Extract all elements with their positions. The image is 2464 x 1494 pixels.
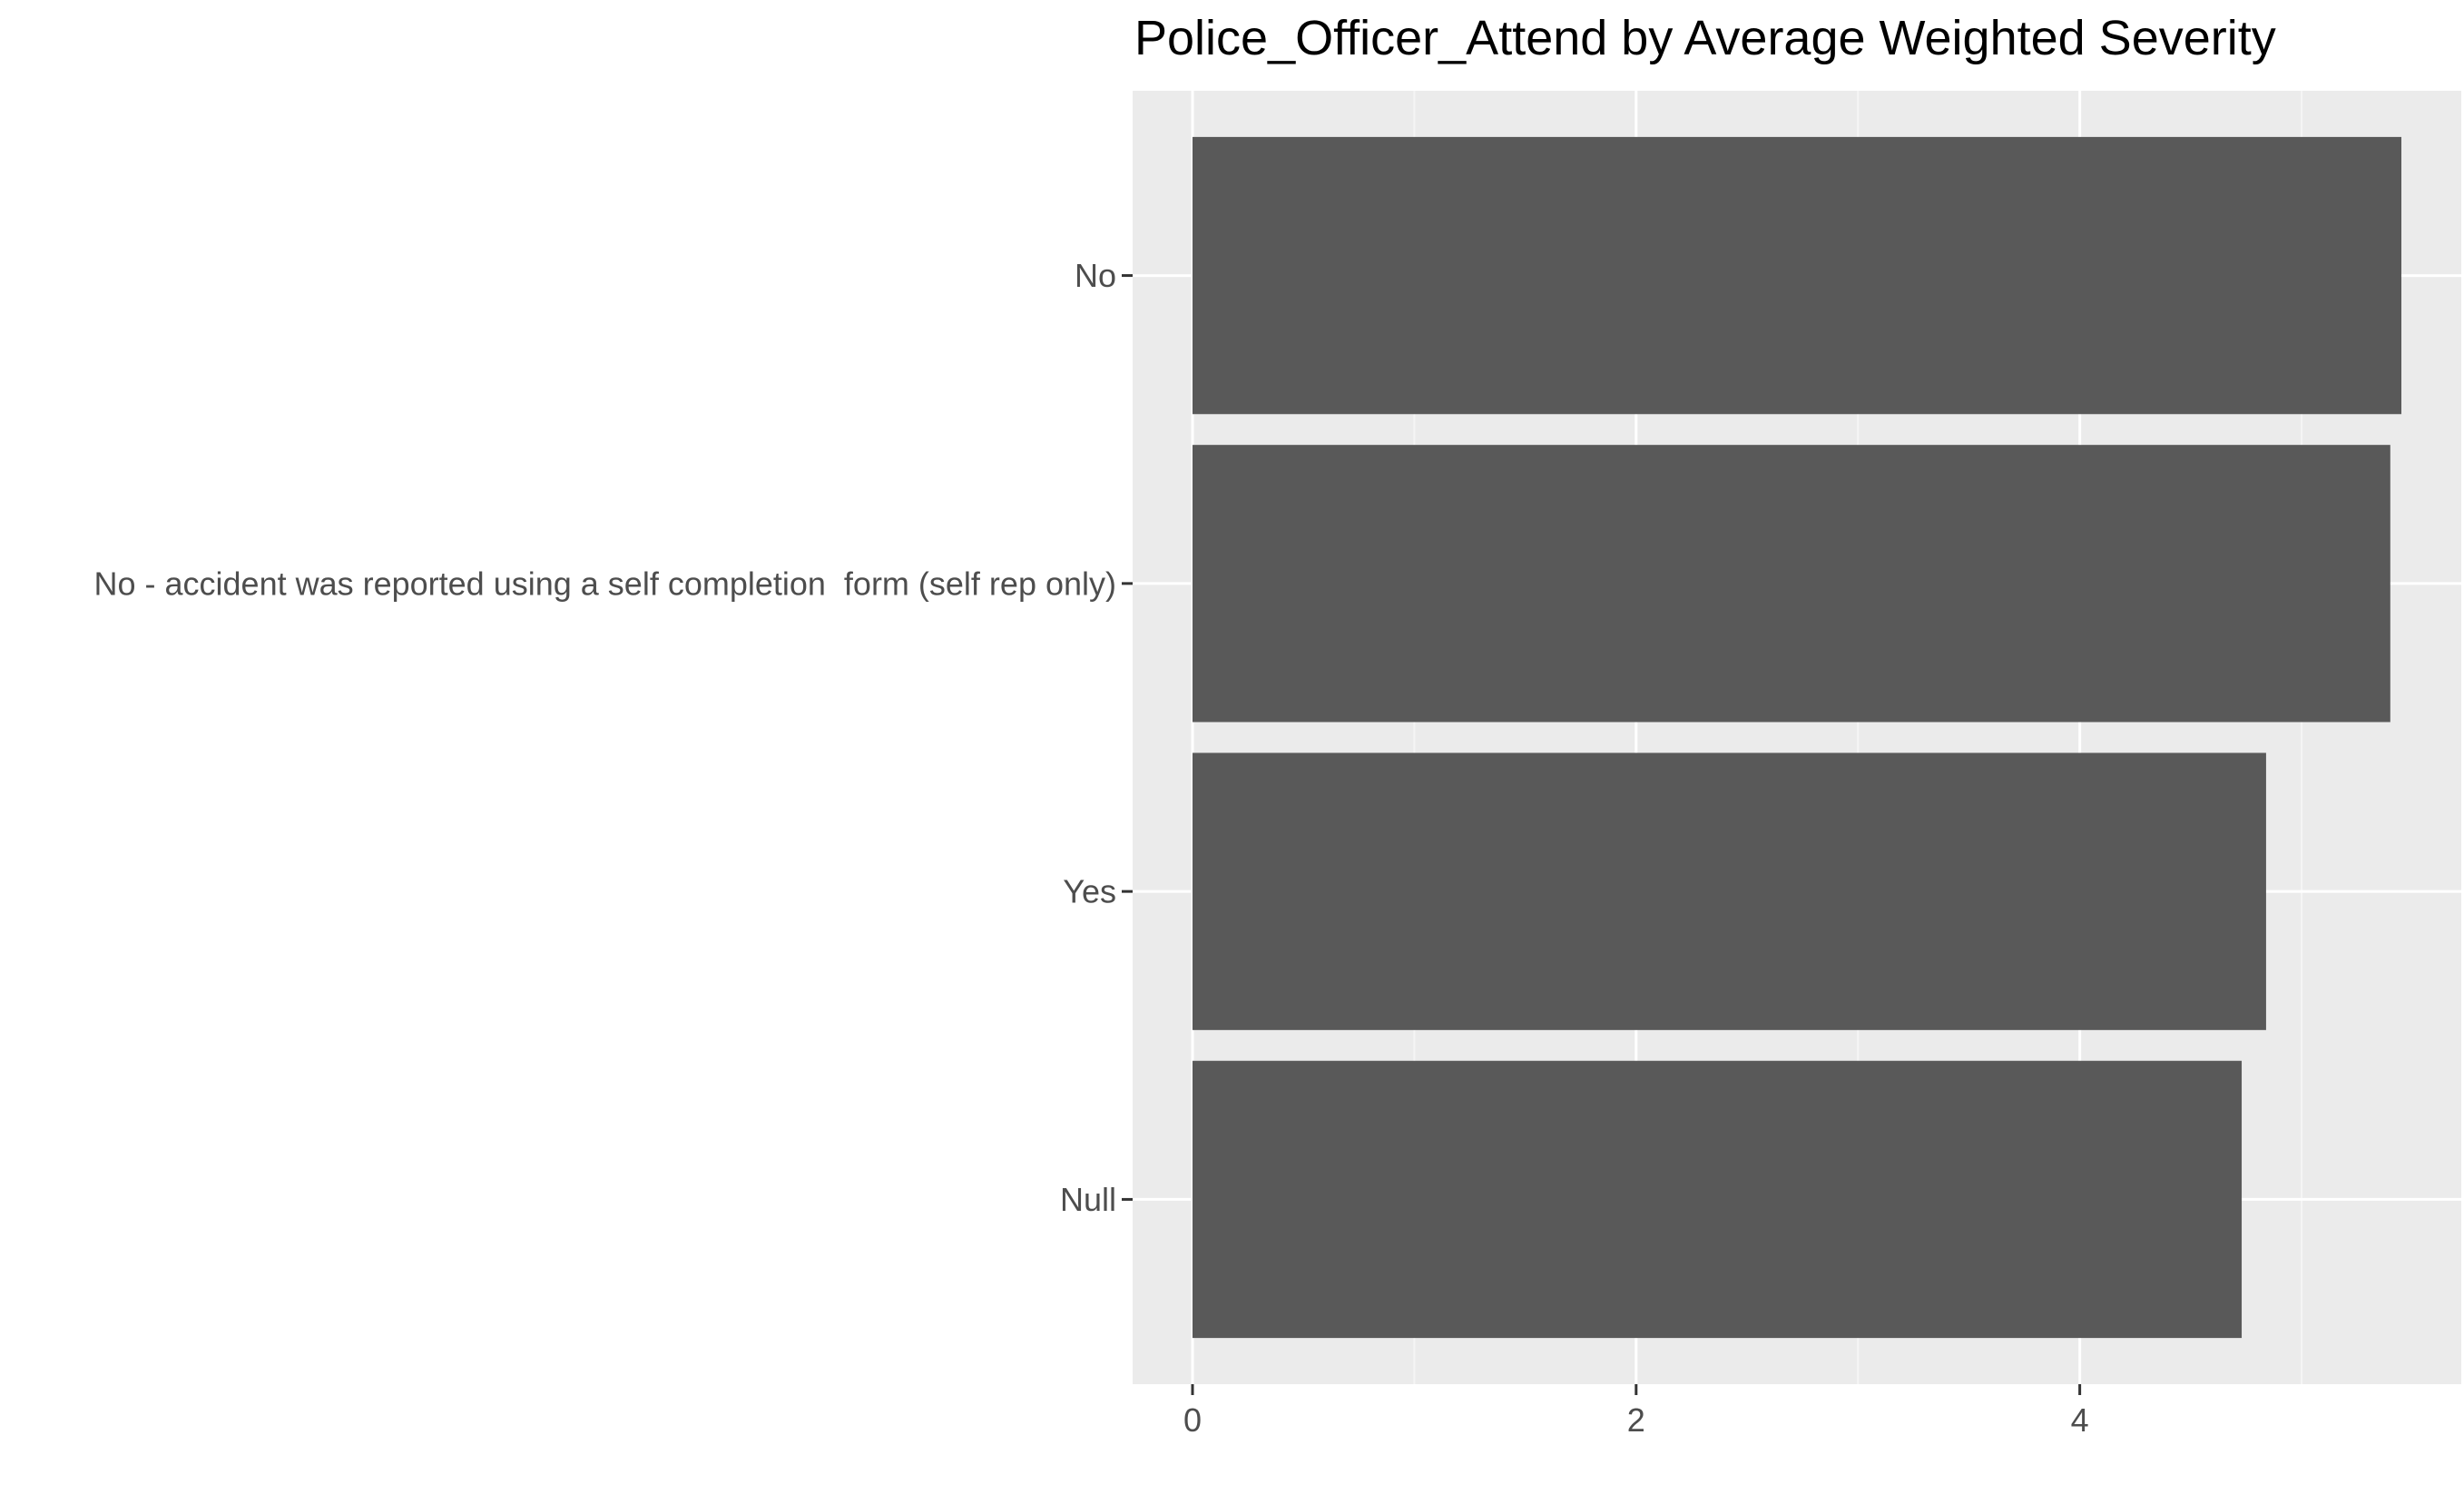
x-tick-label: 2 [1627, 1401, 1645, 1439]
y-axis: No No - accident was reported using a sel… [94, 257, 1133, 1218]
x-tick-label: 4 [2071, 1401, 2089, 1439]
bar [1192, 136, 2402, 415]
category-label: No [1075, 257, 1116, 294]
bar [1192, 445, 2390, 722]
x-tick-label: 0 [1183, 1401, 1202, 1439]
x-axis: 0 2 4 [1183, 1384, 2089, 1439]
category-label: Yes [1063, 873, 1116, 910]
bar [1192, 752, 2266, 1030]
category-label: No - accident was reported using a self … [94, 565, 1117, 602]
chart-title: Police_Officer_Attend by Average Weighte… [1134, 11, 2276, 65]
bars-group [1192, 136, 2402, 1339]
category-label: Null [1060, 1181, 1116, 1218]
bar [1192, 1060, 2243, 1339]
